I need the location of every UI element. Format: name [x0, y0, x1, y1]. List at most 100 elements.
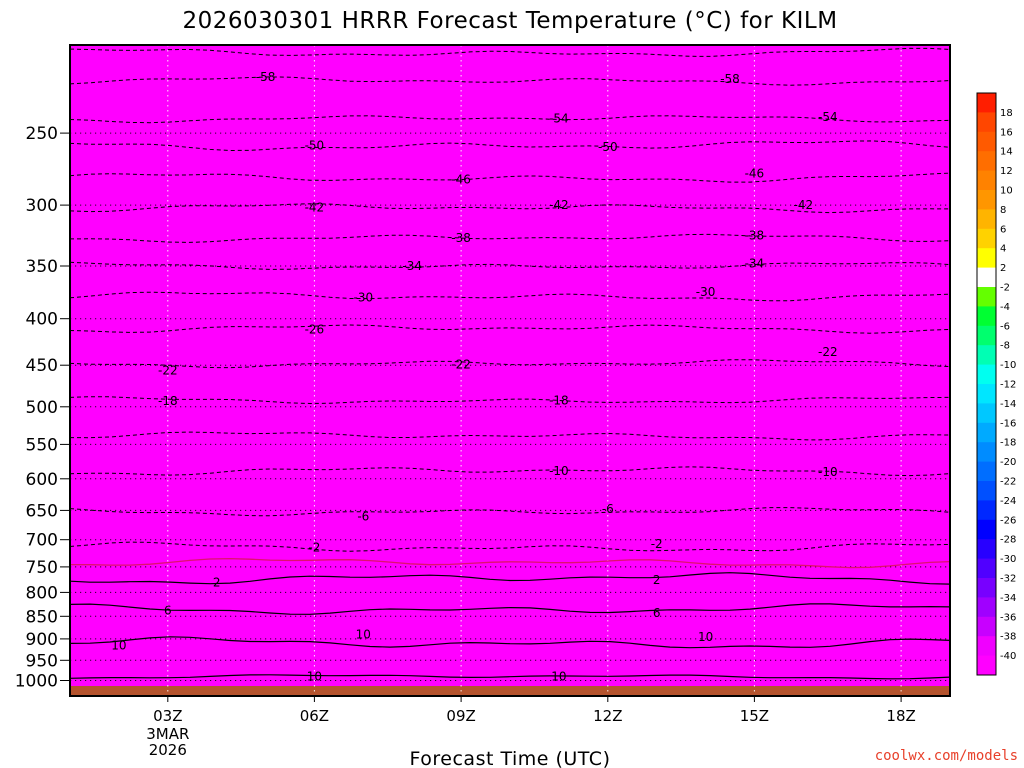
y-tick-label: 500 [26, 398, 58, 418]
x-tick-label: 12Z [593, 707, 622, 725]
colorbar-segment [977, 616, 996, 637]
y-tick-label: 950 [26, 651, 58, 671]
colorbar-label: -36 [1000, 612, 1016, 623]
contour-label: -42 [305, 201, 325, 215]
contour-label: 10 [111, 638, 126, 652]
contour-label: -54 [818, 110, 838, 124]
surface-band [70, 686, 950, 696]
colorbar-segment [977, 287, 996, 307]
colorbar-label: 18 [1000, 108, 1013, 119]
colorbar-label: -20 [1000, 457, 1016, 468]
y-tick-label: 900 [26, 630, 58, 650]
x-tick-label: 06Z [300, 707, 329, 725]
colorbar-segment [977, 267, 996, 288]
isotherm-2 [70, 572, 950, 585]
colorbar-segment [977, 422, 996, 443]
contour-label: -10 [818, 465, 838, 479]
contour-label: -26 [305, 322, 325, 336]
contour-label: -42 [549, 198, 569, 212]
colorbar-label: 12 [1000, 166, 1013, 177]
y-tick-label: 800 [26, 583, 58, 603]
colorbar-segment [977, 190, 996, 210]
x-tick-label: 03Z [153, 707, 182, 725]
colorbar-label: -28 [1000, 535, 1016, 546]
colorbar-label: -34 [1000, 593, 1016, 604]
x-tick-label: 09Z [446, 707, 475, 725]
colorbar-label: -40 [1000, 651, 1016, 662]
contour-label: -34 [745, 257, 765, 271]
contour-label: -2 [651, 537, 663, 551]
colorbar-segment [977, 306, 996, 327]
colorbar-segment [977, 112, 996, 133]
contour-label: 2 [653, 573, 661, 587]
colorbar-frame [976, 92, 997, 676]
contour-label: 6 [653, 606, 661, 620]
colorbar-label: 2 [1000, 263, 1006, 274]
colorbar-segment [977, 209, 996, 230]
colorbar-label: -14 [1000, 399, 1016, 410]
colorbar-label: -22 [1000, 477, 1016, 488]
contour-label: -58 [720, 72, 740, 86]
isotherm-0 [70, 557, 950, 569]
colorbar-segment [977, 558, 996, 579]
credit-link[interactable]: coolwx.com/models [875, 748, 1018, 764]
colorbar-label: -6 [1000, 321, 1010, 332]
colorbar-segment [977, 519, 996, 540]
colorbar-label: -30 [1000, 554, 1016, 565]
colorbar-segment [977, 481, 996, 501]
colorbar-label: -18 [1000, 438, 1016, 449]
colorbar-label: -38 [1000, 632, 1016, 643]
contour-label: -30 [353, 290, 373, 304]
colorbar-label: 4 [1000, 244, 1006, 255]
colorbar-label: -26 [1000, 515, 1016, 526]
x-tick-label: 15Z [740, 707, 769, 725]
colorbar-label: 10 [1000, 186, 1013, 197]
contour-label: 2 [213, 575, 221, 589]
colorbar-segment [977, 131, 996, 152]
colorbar-segment [977, 151, 996, 171]
contour-label: -22 [158, 363, 178, 377]
colorbar-segment [977, 228, 996, 249]
contour-label: 10 [307, 670, 322, 684]
colorbar-segment [977, 170, 996, 191]
colorbar-segment [977, 500, 996, 521]
contour-label-layer: -58 -58 -54 -54 -50 -50 -46 -46 -42 -42 -42 -38 -38 -… [111, 70, 837, 683]
colorbar-segment [977, 384, 996, 404]
y-tick-label: 600 [26, 470, 58, 490]
colorbar-segment [977, 655, 996, 676]
contour-label: -2 [308, 541, 320, 555]
contour-label: -38 [745, 229, 765, 243]
colorbar-label: -32 [1000, 574, 1016, 585]
isotherm-10 [70, 636, 950, 649]
band-fill--62 [70, 48, 950, 696]
y-tick-label: 400 [26, 310, 58, 330]
y-tick-label: 550 [26, 435, 58, 455]
contour-label: 10 [551, 670, 566, 684]
x-tick-label: 18Z [886, 707, 915, 725]
contour-label: -22 [451, 357, 471, 371]
isotherm-10 [70, 674, 950, 680]
y-tick-label: 1000 [15, 672, 58, 692]
colorbar-label: 16 [1000, 127, 1013, 138]
colorbar-segment [977, 248, 996, 268]
y-tick-label: 700 [26, 531, 58, 551]
x-tick-date: 3MAR [146, 725, 189, 743]
contour-label: -30 [696, 285, 716, 299]
colorbar-segment [977, 364, 996, 385]
colorbar-segment [977, 325, 996, 346]
grid-layer [70, 45, 950, 696]
colorbar-label: 6 [1000, 224, 1006, 235]
colorbar-label: -24 [1000, 496, 1016, 507]
x-axis-label: Forecast Time (UTC) [410, 748, 611, 768]
colorbar-segment [977, 461, 996, 482]
isotherm-6 [70, 603, 950, 615]
contour-label: -18 [549, 393, 569, 407]
y-tick-label: 750 [26, 558, 58, 578]
colorbar-segment [977, 442, 996, 462]
contour-label: -46 [451, 172, 471, 186]
chart-title: 2026030301 HRRR Forecast Temperature (°C… [182, 8, 837, 34]
colorbar-segment [977, 93, 996, 113]
contour-label: -22 [818, 345, 838, 359]
contour-label: -10 [549, 464, 569, 478]
colorbar-label: -10 [1000, 360, 1016, 371]
